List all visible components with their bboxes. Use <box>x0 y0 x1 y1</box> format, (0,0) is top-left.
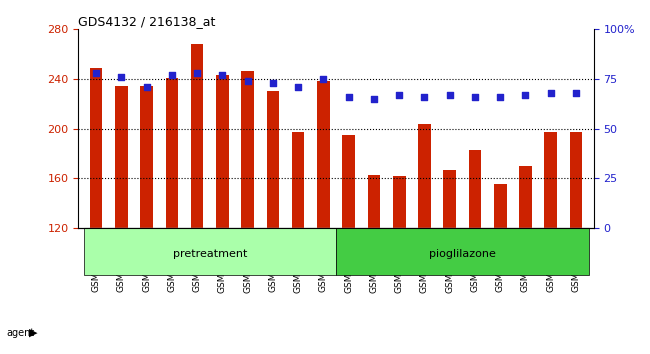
Bar <box>216 75 229 228</box>
Bar <box>241 72 254 228</box>
Point <box>495 94 506 99</box>
Point <box>91 70 101 76</box>
Text: ▶: ▶ <box>29 328 38 338</box>
Bar <box>519 166 532 228</box>
Point <box>116 74 127 80</box>
Bar <box>115 86 127 228</box>
Point <box>369 96 379 102</box>
Point <box>445 92 455 98</box>
Point <box>268 80 278 86</box>
Bar <box>569 132 582 228</box>
Bar <box>343 135 355 228</box>
Point <box>545 90 556 96</box>
Point <box>293 84 304 90</box>
Text: agent: agent <box>6 328 34 338</box>
Bar <box>469 150 481 228</box>
Bar <box>336 228 589 275</box>
Point <box>142 84 152 90</box>
Point <box>242 78 253 84</box>
Bar <box>368 175 380 228</box>
Bar <box>443 170 456 228</box>
Bar <box>191 44 203 228</box>
Point <box>470 94 480 99</box>
Text: pioglilazone: pioglilazone <box>429 249 496 259</box>
Bar <box>266 91 280 228</box>
Point <box>318 76 329 82</box>
Bar <box>494 184 506 228</box>
Bar <box>90 68 103 228</box>
Bar <box>166 78 178 228</box>
Point <box>343 94 354 99</box>
Point <box>394 92 404 98</box>
Point <box>520 92 530 98</box>
Text: GDS4132 / 216138_at: GDS4132 / 216138_at <box>79 15 216 28</box>
Bar <box>140 86 153 228</box>
Bar <box>317 81 330 228</box>
Bar <box>545 132 557 228</box>
Point <box>571 90 581 96</box>
Bar <box>418 124 431 228</box>
Bar <box>292 132 304 228</box>
Point <box>192 70 202 76</box>
Text: pretreatment: pretreatment <box>173 249 247 259</box>
Bar <box>83 228 336 275</box>
Bar <box>393 176 406 228</box>
Point <box>419 94 430 99</box>
Point <box>166 72 177 78</box>
Point <box>217 72 228 78</box>
